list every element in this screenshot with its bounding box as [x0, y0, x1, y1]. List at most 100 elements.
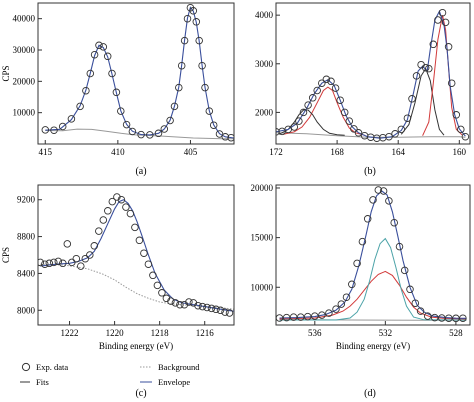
y-tick-label: 20000 — [251, 183, 274, 193]
exp-data-point — [311, 312, 319, 320]
exp-data-point — [434, 16, 442, 24]
exp-data-point — [99, 216, 108, 224]
exp-data-point — [397, 125, 406, 134]
exp-data-point — [447, 79, 456, 87]
exp-data-point — [342, 293, 351, 301]
panel-d: 536 532 528 10000 15000 20000 Binding energy (… — [251, 183, 471, 351]
exp-data-point — [108, 197, 117, 206]
exp-data-point — [95, 41, 103, 50]
x-tick-label: 536 — [308, 328, 322, 338]
plot-area — [38, 193, 234, 317]
exp-data-point — [373, 134, 381, 142]
exp-data-point — [385, 132, 393, 141]
exp-data-point — [299, 108, 308, 117]
x-tick-label: 532 — [379, 328, 393, 338]
x-axis-label: Binding energy (eV) — [99, 341, 173, 351]
exp-data-point — [369, 196, 377, 204]
exp-data-point — [189, 7, 198, 15]
exp-data-point — [318, 79, 326, 87]
exp-data-point — [327, 77, 335, 86]
x-tick-label: 405 — [184, 147, 198, 157]
envelope-line — [40, 199, 234, 312]
exp-data-point — [146, 131, 154, 139]
plot-area — [276, 8, 470, 142]
component-fit-2 — [279, 237, 467, 321]
exp-data-point — [41, 126, 50, 134]
y-tick-label: 3000 — [255, 59, 274, 69]
x-tick-label: 164 — [391, 147, 405, 157]
y-tick-label: 4000 — [255, 10, 274, 20]
exp-data-point — [137, 130, 145, 139]
exp-data-point — [318, 311, 326, 319]
exp-data-point — [416, 307, 425, 315]
exp-data-point — [438, 8, 447, 17]
background-line — [40, 263, 234, 310]
exp-data-point — [154, 129, 163, 138]
exp-data-point — [304, 101, 312, 109]
exp-data-point — [395, 242, 404, 251]
exp-data-point — [358, 237, 367, 246]
exp-data-point — [336, 96, 344, 104]
exp-data-point — [50, 126, 58, 134]
exp-data-point — [425, 64, 433, 73]
legend-fits-label: Fits — [36, 377, 49, 387]
exp-data-point — [195, 36, 203, 45]
exp-data-point — [67, 115, 76, 123]
exp-data-point — [58, 122, 67, 131]
exp-data-point — [45, 259, 54, 268]
panel-label-c: (c) — [135, 388, 146, 399]
y-tick-label: 15000 — [251, 233, 274, 243]
exp-data-point — [170, 102, 179, 111]
legend-exp-label: Exp. data — [36, 362, 68, 372]
exp-data-point — [385, 197, 393, 205]
exp-data-point — [177, 61, 186, 70]
exp-data-point — [303, 312, 312, 321]
exp-data-point — [117, 195, 126, 204]
x-tick-label: 528 — [449, 328, 463, 338]
exp-data-point — [348, 280, 356, 289]
x-axis-label: Binding energy (eV) — [336, 341, 410, 351]
y-tick-label: 8000 — [17, 305, 36, 315]
exp-data-point — [325, 309, 333, 317]
exp-data-point — [72, 254, 81, 263]
exp-data-point — [104, 207, 112, 215]
exp-data-point — [225, 309, 234, 317]
exp-data-point — [445, 314, 453, 322]
exp-data-point — [140, 249, 148, 257]
exp-data-point — [203, 303, 211, 312]
exp-data-point — [128, 127, 137, 136]
panel-label-d: (d) — [364, 388, 376, 399]
panel-label-b: (b) — [364, 166, 376, 177]
exp-data-point — [340, 108, 349, 117]
component-fit-1 — [283, 86, 365, 136]
exp-data-point — [313, 86, 321, 95]
y-tick-label: 20000 — [13, 76, 36, 86]
exp-data-point — [103, 52, 112, 61]
exp-data-point — [421, 63, 430, 72]
x-tick-label: 1222 — [61, 328, 79, 338]
exp-data-point — [144, 260, 153, 268]
exp-data-point — [411, 299, 420, 307]
exp-data-point — [131, 223, 139, 232]
exp-data-point — [337, 300, 346, 308]
x-tick-label: 172 — [269, 147, 283, 157]
exp-data-point — [126, 209, 135, 218]
exp-data-point — [160, 125, 169, 133]
exp-data-point — [391, 130, 399, 138]
exp-data-point — [295, 117, 303, 125]
exp-data-point — [227, 133, 234, 142]
exp-data-point — [290, 123, 299, 131]
exp-data-point — [198, 61, 206, 70]
exp-data-point — [50, 258, 58, 267]
exp-data-point — [135, 236, 144, 245]
legend-envelope-label: Envelope — [158, 377, 190, 387]
exp-data-point — [180, 36, 189, 45]
exp-data-point — [289, 313, 298, 321]
exp-data-point — [149, 271, 157, 280]
exp-data-point — [209, 121, 218, 129]
y-tick-label: 40000 — [13, 14, 36, 24]
exp-data-point — [423, 312, 432, 320]
panel-b: 172 168 164 160 2000 3000 4000 — [255, 2, 471, 157]
legend: Exp. data Fits Background Envelope — [20, 362, 200, 387]
y-tick-label: 10000 — [13, 108, 36, 118]
